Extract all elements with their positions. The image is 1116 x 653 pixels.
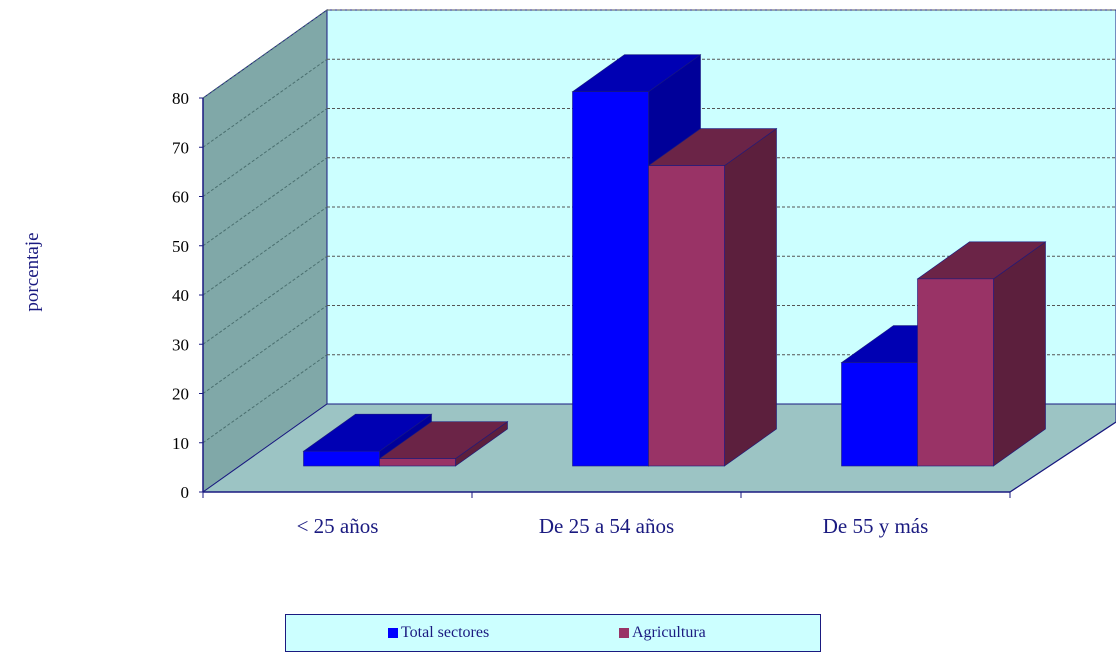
y-tick-label: 20 — [172, 385, 189, 404]
gridline-side — [202, 206, 328, 296]
bar-total-sectores-de-25-a-54-a-os-front — [572, 91, 649, 467]
x-category-labels: < 25 años De 25 a 54 años De 55 y más — [297, 514, 929, 538]
gridline-side — [202, 58, 328, 148]
gridline-side — [202, 157, 328, 247]
y-axis-label: porcentaje — [22, 232, 43, 311]
y-tick-label: 70 — [172, 138, 189, 157]
y-tick-label: 50 — [172, 237, 189, 256]
bar-agricultura-25-a-os-front — [379, 458, 456, 467]
legend-swatch-agricultura — [619, 628, 629, 638]
bar-agricultura-de-55-y-m-s — [916, 241, 1047, 467]
x-category-label: < 25 años — [297, 514, 379, 538]
bar-total-sectores-25-a-os-front — [303, 450, 380, 467]
floor-edge-right — [1009, 421, 1116, 493]
legend-item-total-sectores: Total sectores — [388, 624, 489, 642]
legend: Total sectores Agricultura — [285, 614, 821, 652]
bar-total-sectores-de-55-y-m-s-front — [841, 362, 918, 467]
bar-agricultura-de-25-a-54-a-os-front — [648, 165, 725, 467]
y-tick-label: 30 — [172, 335, 189, 354]
y-tick-label: 40 — [172, 286, 189, 305]
bars — [302, 54, 1047, 467]
x-category-label: De 25 a 54 años — [539, 514, 674, 538]
bar-agricultura-de-25-a-54-a-os-side — [724, 127, 777, 467]
legend-item-agricultura: Agricultura — [619, 624, 706, 642]
x-category-label: De 55 y más — [823, 514, 929, 538]
gridline-side — [202, 9, 328, 99]
axes — [199, 97, 1116, 498]
gridline-side — [202, 108, 328, 197]
bar-agricultura-25-a-os — [378, 421, 509, 467]
bar-agricultura-de-25-a-54-a-os — [647, 127, 778, 467]
bar-agricultura-de-55-y-m-s-front — [917, 278, 994, 467]
legend-label-total-sectores: Total sectores — [401, 624, 490, 641]
y-tick-label: 80 — [172, 89, 189, 108]
gridline-side — [202, 354, 328, 444]
gridline-side — [202, 305, 328, 394]
bar-agricultura-de-55-y-m-s-side — [993, 241, 1046, 467]
legend-swatch-total-sectores — [388, 628, 398, 638]
y-tick-label: 10 — [172, 434, 189, 453]
y-tick-labels: 0 10 20 30 40 50 60 70 80 — [172, 89, 189, 502]
gridline-side — [202, 255, 328, 345]
legend-label-agricultura: Agricultura — [632, 624, 706, 641]
y-tick-label: 0 — [181, 483, 190, 502]
y-tick-label: 60 — [172, 188, 189, 207]
